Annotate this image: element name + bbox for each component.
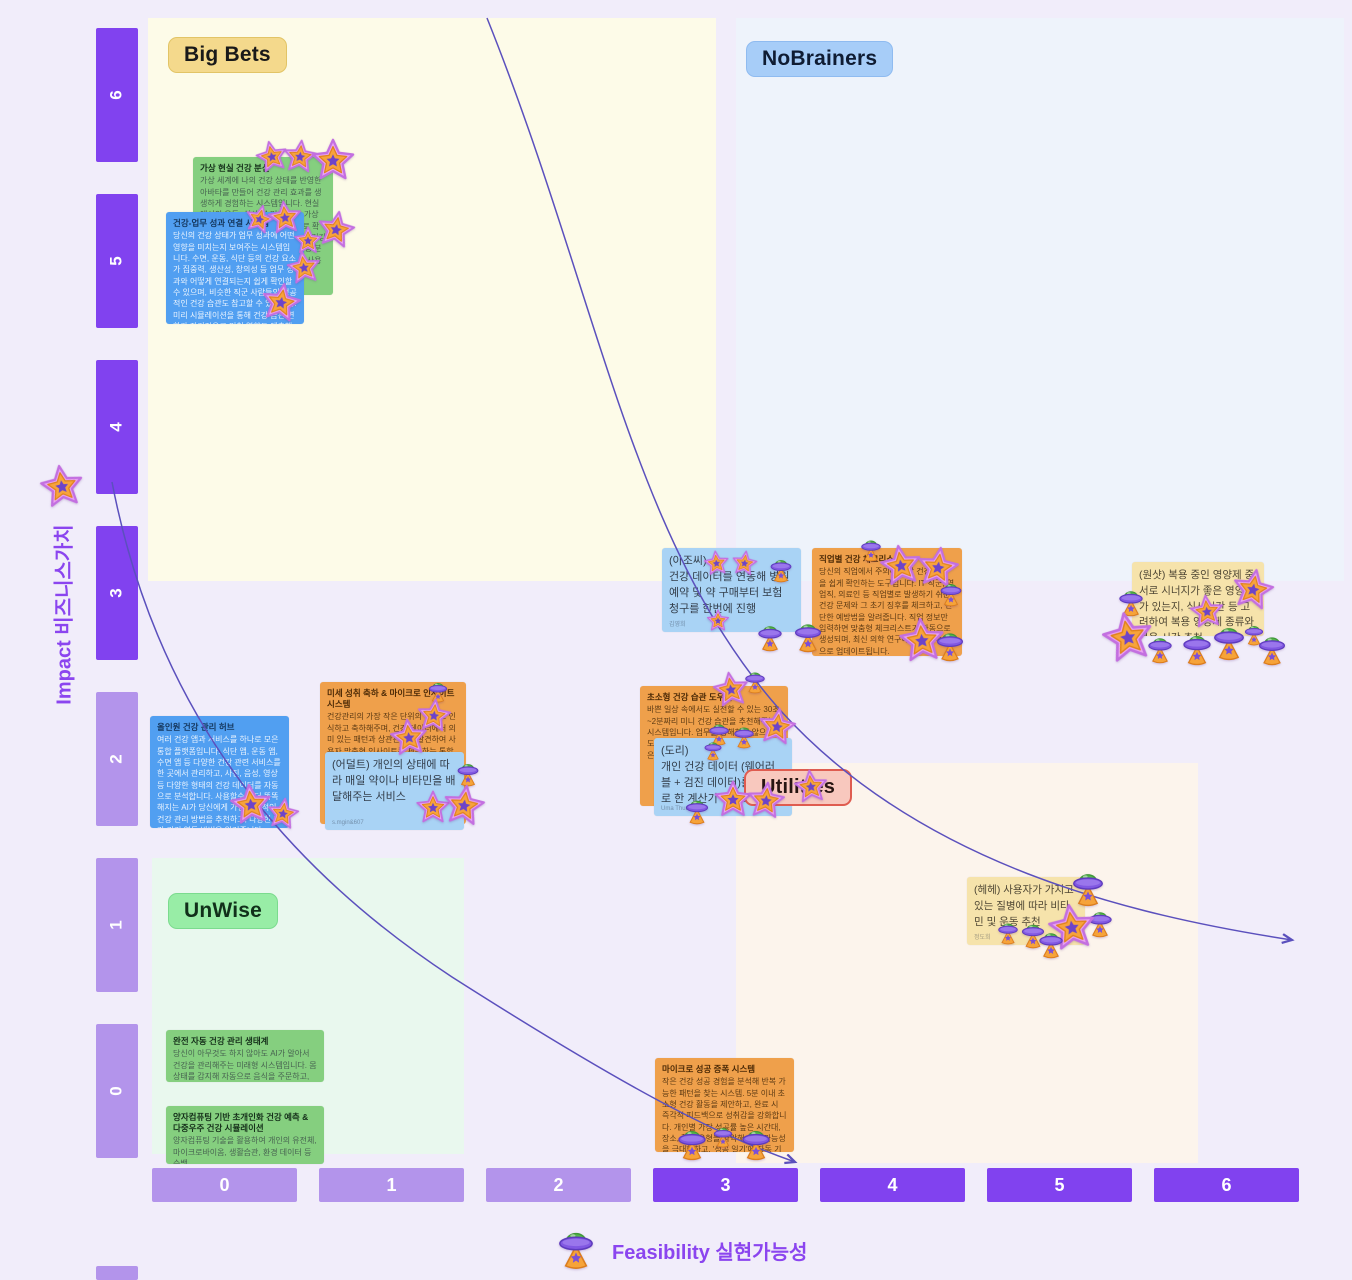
ufo-sticker[interactable]: [1142, 628, 1178, 664]
star-sticker[interactable]: [791, 767, 831, 807]
y-axis-tick-4: 4: [96, 360, 138, 494]
star-sticker[interactable]: [264, 795, 302, 833]
star-sticker[interactable]: [710, 669, 753, 712]
ufo-sticker[interactable]: [700, 735, 726, 761]
star-sticker[interactable]: [284, 248, 325, 289]
y-axis-tick-partial: [96, 1266, 138, 1280]
star-sticker[interactable]: [754, 704, 799, 749]
y-axis-tick-3: 3: [96, 526, 138, 660]
note-title: 건강-업무 성과 연결 시스템: [173, 218, 269, 228]
ufo-sticker[interactable]: [1033, 923, 1069, 959]
note-title: 가상 현실 건강 분신: [200, 163, 270, 173]
x-axis-tick-4: 4: [820, 1168, 965, 1202]
sticky-note-quantum-sim[interactable]: 양자컴퓨팅 기반 초개인화 건강 예측 & 다중우주 건강 시뮬레이션 양자컴퓨팅…: [166, 1106, 324, 1164]
quadrant-label-unwise[interactable]: UnWise: [168, 893, 279, 929]
x-axis-title: Feasibility 실현가능성: [612, 1242, 808, 1264]
x-axis-tick-5: 5: [987, 1168, 1132, 1202]
star-sticker[interactable]: [387, 716, 431, 760]
note-title: 올인원 건강 관리 허브: [157, 722, 235, 732]
note-title: 마이크로 성공 증폭 시스템: [662, 1064, 756, 1074]
note-author: s.mgin&607: [332, 820, 364, 826]
quadrant-label-nobrainers[interactable]: NoBrainers: [746, 41, 894, 77]
ufo-sticker[interactable]: [550, 1218, 602, 1270]
star-sticker[interactable]: [439, 781, 489, 831]
x-axis-tick-3: 3: [653, 1168, 798, 1202]
star-sticker[interactable]: [257, 279, 306, 328]
note-author: 김영희: [669, 622, 686, 628]
star-sticker[interactable]: [701, 548, 731, 578]
ufo-sticker[interactable]: [735, 1119, 777, 1161]
ufo-sticker[interactable]: [765, 551, 797, 583]
ufo-sticker[interactable]: [788, 613, 828, 653]
y-axis-tick-2: 2: [96, 692, 138, 826]
note-body: 양자컴퓨팅 기술을 활용하여 개인의 유전체, 마이크로바이옴, 생활습관, 환…: [173, 1136, 317, 1164]
star-sticker[interactable]: [310, 138, 356, 184]
y-axis-tick-0: 0: [96, 1024, 138, 1158]
note-author: 정도희: [974, 935, 991, 941]
x-axis-tick-6: 6: [1154, 1168, 1299, 1202]
ufo-sticker[interactable]: [680, 791, 714, 825]
ufo-sticker[interactable]: [752, 616, 788, 652]
note-title: 양자컴퓨팅 기반 초개인화 건강 예측 & 다중우주 건강 시뮬레이션: [173, 1112, 309, 1134]
ufo-sticker[interactable]: [930, 622, 970, 662]
quadrant-label-big-bets[interactable]: Big Bets: [168, 37, 287, 73]
ufo-sticker[interactable]: [1252, 626, 1292, 666]
star-sticker[interactable]: [706, 609, 730, 633]
star-sticker[interactable]: [36, 461, 88, 513]
y-axis-tick-5: 5: [96, 194, 138, 328]
star-sticker[interactable]: [744, 779, 788, 823]
x-axis-tick-1: 1: [319, 1168, 464, 1202]
ufo-sticker[interactable]: [671, 1119, 713, 1161]
star-sticker[interactable]: [729, 548, 759, 578]
ufo-sticker[interactable]: [729, 719, 759, 749]
ufo-sticker[interactable]: [935, 575, 967, 607]
x-axis-tick-0: 0: [152, 1168, 297, 1202]
x-axis-tick-2: 2: [486, 1168, 631, 1202]
y-axis-tick-1: 1: [96, 858, 138, 992]
star-sticker[interactable]: [1228, 565, 1279, 616]
note-body: 당신이 아무것도 하지 않아도 AI가 알아서 건강을 관리해주는 미래형 시스…: [173, 1049, 317, 1081]
ufo-sticker[interactable]: [709, 1120, 737, 1148]
y-axis-tick-6: 6: [96, 28, 138, 162]
note-title: 완전 자동 건강 관리 생태계: [173, 1036, 269, 1046]
